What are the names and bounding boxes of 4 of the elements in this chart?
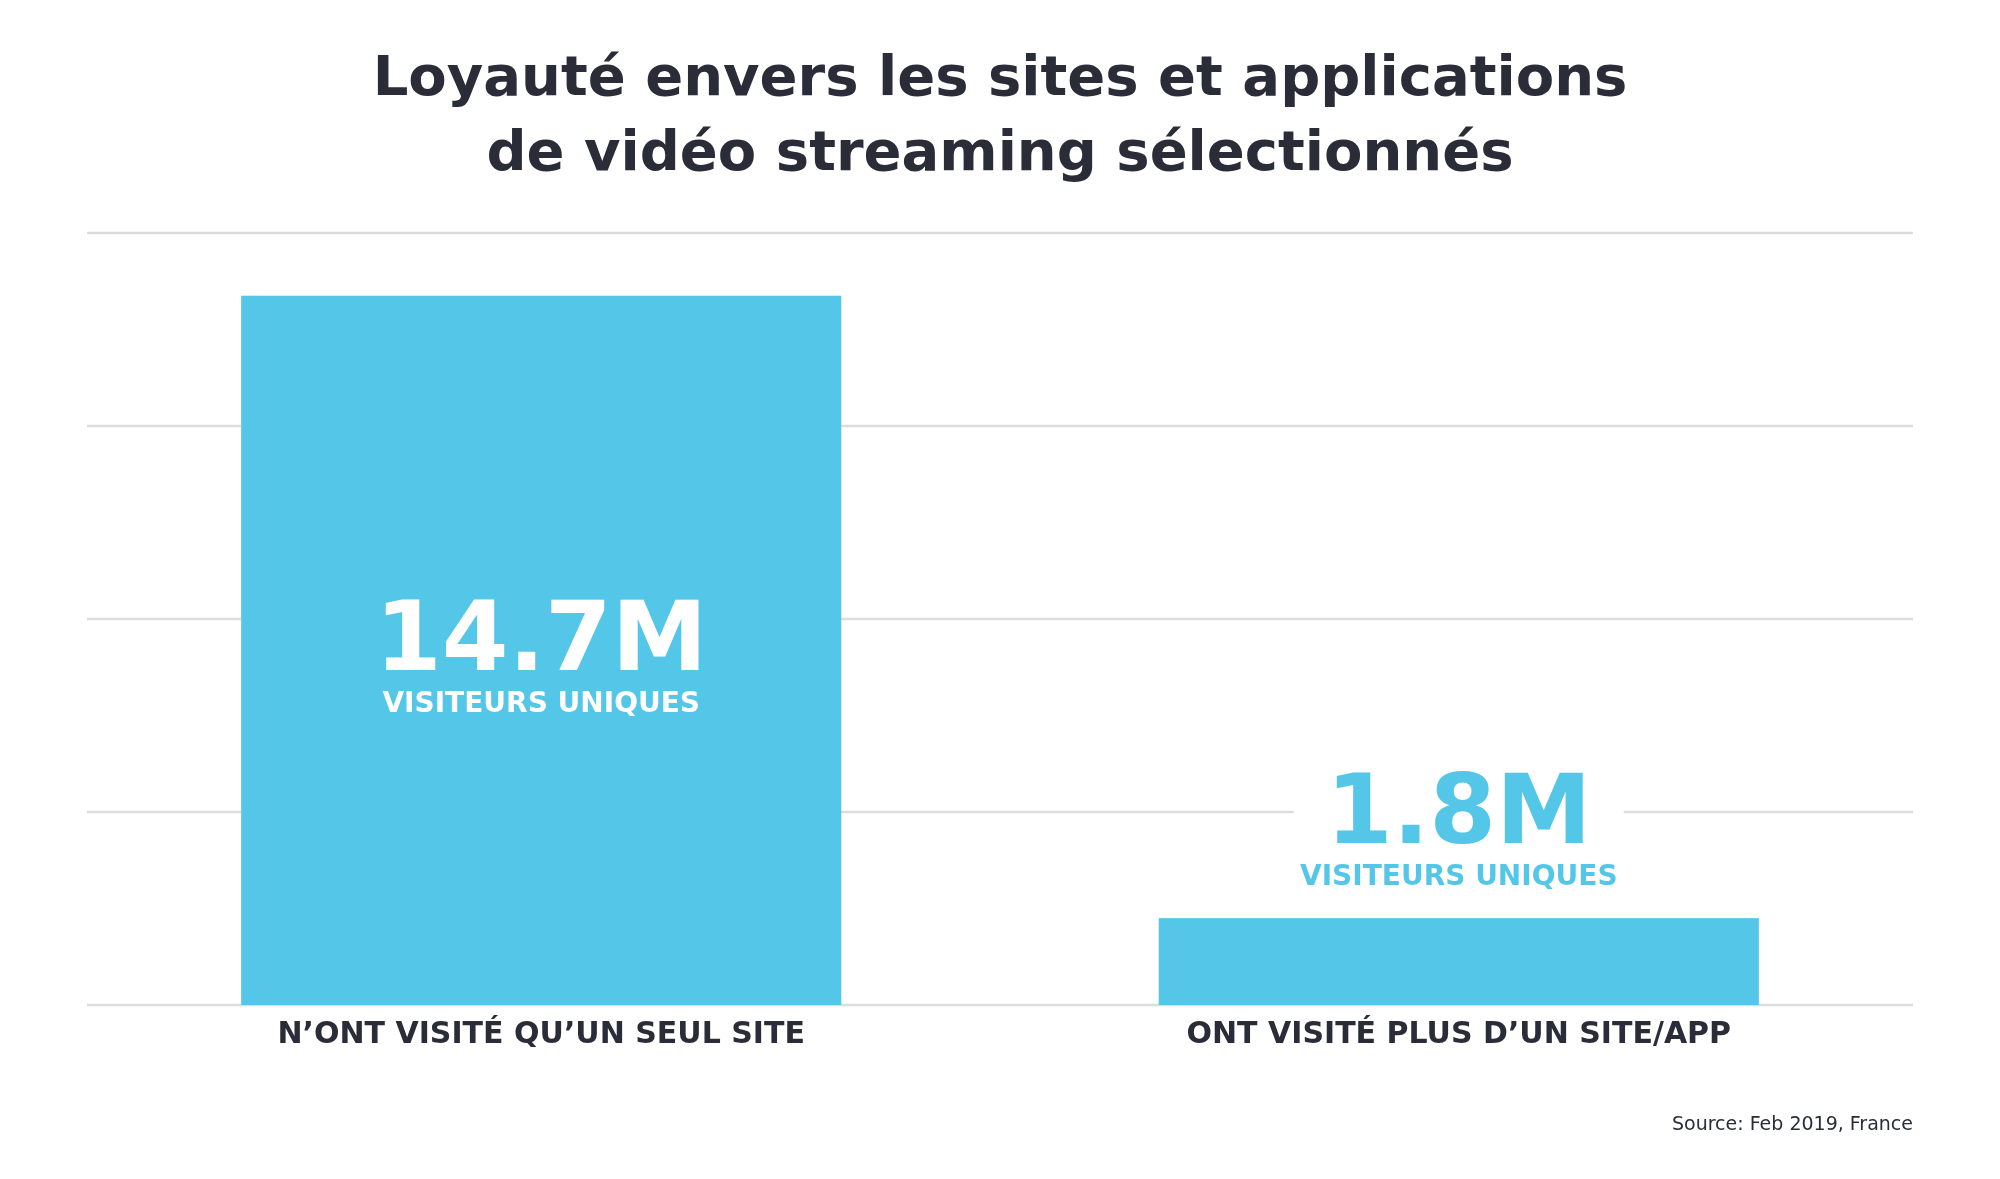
- x-tick-label: ONT VISITÉ PLUS D’UN SITE/APP: [1186, 1015, 1732, 1050]
- chart-title: Loyauté envers les sites et applications de vidéo streaming sélectionnés: [372, 43, 1628, 183]
- x-tick-label: N’ONT VISITÉ QU’UN SEUL SITE: [277, 1015, 805, 1050]
- source-note: Source: Feb 2019, France: [1672, 1112, 1913, 1134]
